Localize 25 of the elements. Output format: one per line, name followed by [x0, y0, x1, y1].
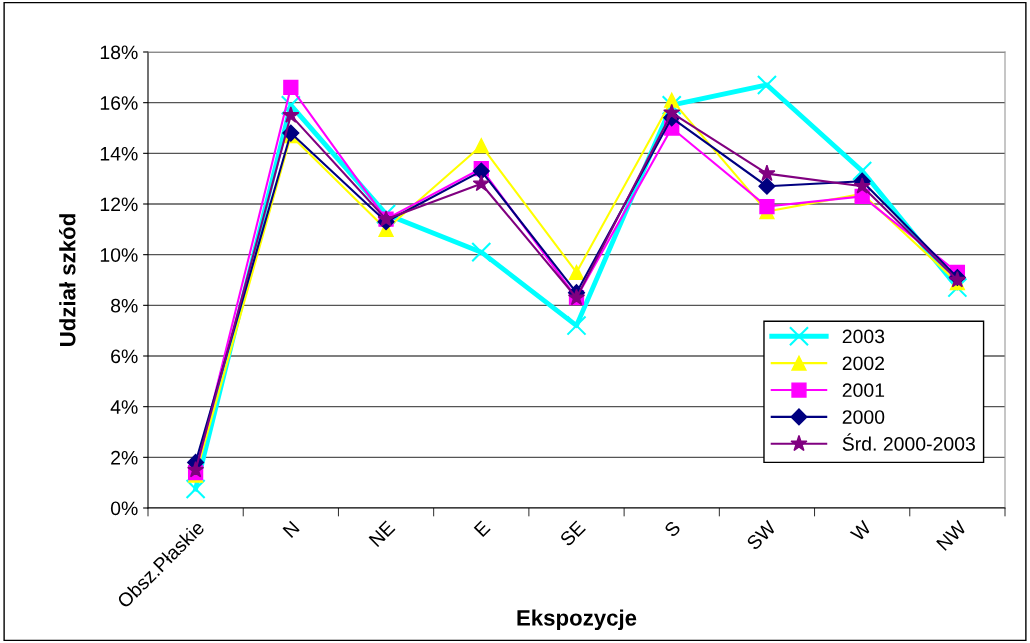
y-tick-label: 4% [110, 400, 138, 414]
x-tick-label: NE [368, 520, 396, 548]
x-tick-label: E [473, 520, 491, 538]
y-axis-title: Udział szkód [59, 214, 76, 346]
x-tick-label: N [282, 520, 300, 538]
y-tick-label: 14% [100, 146, 138, 161]
y-tick-label: 2% [111, 450, 138, 465]
legend-label: 2003 [842, 329, 885, 344]
x-tick-label: NW [936, 519, 968, 551]
legend-label: Śrd. 2000-2003 [842, 433, 975, 451]
legend-label: 2001 [842, 383, 885, 398]
legend-label: 2002 [842, 356, 885, 371]
x-tick-label: W [849, 519, 873, 542]
x-axis-title: Ekspozycje [517, 609, 637, 631]
y-tick-label: 8% [111, 298, 138, 313]
y-tick-label: 6% [111, 349, 138, 364]
x-tick-label: SE [559, 520, 587, 547]
y-tick-label: 0% [110, 501, 138, 516]
x-tick-label: SW [745, 519, 777, 551]
x-tick-label: S [663, 520, 682, 538]
y-tick-label: 16% [100, 96, 138, 110]
y-tick-label: 12% [100, 197, 138, 212]
y-tick-label: 10% [100, 248, 138, 262]
y-tick-label: 18% [100, 45, 138, 60]
legend-label: 2000 [842, 410, 885, 424]
